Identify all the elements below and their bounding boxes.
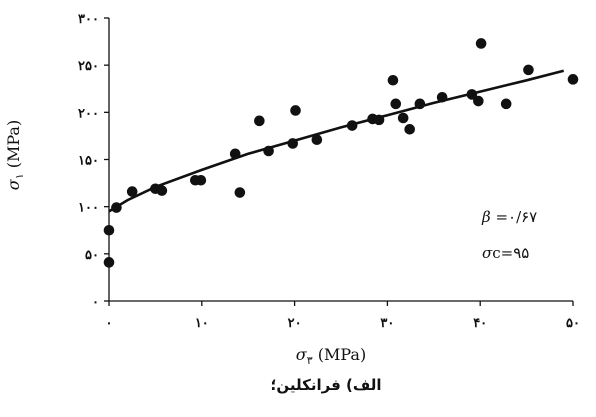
data-point (373, 114, 385, 126)
data-point (111, 202, 122, 213)
y-ticks: ۰ ۵۰ ۱۰۰ ۱۵۰ ۲۰۰ ۲۵۰ ۳۰۰ (78, 12, 109, 310)
data-point (397, 112, 409, 124)
data-point (156, 185, 168, 196)
data-point (229, 148, 241, 160)
data-point (523, 64, 534, 76)
data-point (254, 115, 265, 127)
x-tick-label: ۵۰ (566, 316, 580, 331)
data-point (414, 98, 426, 110)
x-tick-label: ۰ (106, 316, 113, 331)
fit-curve (108, 69, 565, 213)
data-point (234, 187, 246, 198)
data-point (103, 224, 115, 236)
y-axis-title: σ۱ (MPa) (4, 120, 26, 190)
data-points (103, 38, 579, 268)
figure-caption: الف) فرانکلین؛ (270, 376, 381, 394)
y-tick-label: ۲۵۰ (78, 59, 99, 74)
data-point (473, 95, 484, 107)
y-tick-label: ۰ (92, 295, 99, 310)
data-point (346, 120, 358, 131)
y-tick-label: ۲۰۰ (78, 106, 99, 121)
data-point (287, 138, 299, 149)
data-point (290, 105, 301, 116)
x-tick-label: ۴۰ (473, 316, 487, 331)
data-point (103, 257, 115, 268)
y-tick-label: ۳۰۰ (78, 12, 99, 27)
data-point (387, 74, 399, 86)
x-tick-label: ۱۰ (195, 316, 209, 331)
data-point (311, 134, 323, 145)
data-point (436, 91, 448, 103)
beta-annotation: β =۰/۶۷ (481, 208, 537, 226)
x-axis-title: σ۳ (MPa) (296, 345, 366, 367)
x-ticks: ۰ ۱۰ ۲۰ ۳۰ ۴۰ ۵۰ (106, 301, 580, 331)
data-point (500, 98, 512, 110)
y-tick-label: ۵۰ (85, 248, 99, 263)
data-point (390, 98, 402, 110)
y-tick-label: ۱۵۰ (78, 154, 99, 169)
data-point (567, 74, 579, 85)
data-point (263, 145, 274, 157)
data-point (126, 186, 138, 197)
data-point (195, 174, 207, 186)
data-point (466, 89, 478, 100)
data-point (404, 124, 415, 135)
x-tick-label: ۲۰ (288, 316, 302, 331)
x-tick-label: ۳۰ (380, 316, 394, 331)
data-point (475, 38, 487, 49)
y-tick-label: ۱۰۰ (78, 201, 99, 216)
sigma-c-annotation: σc=۹۵ (482, 244, 529, 262)
